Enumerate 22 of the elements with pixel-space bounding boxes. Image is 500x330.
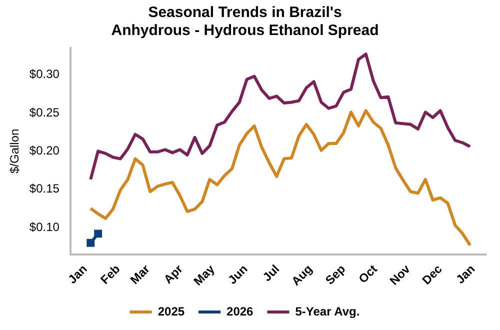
legend-label: 2026 [226, 304, 254, 318]
y-tick-label: $0.30 [29, 67, 60, 82]
y-tick-label: $0.20 [29, 143, 60, 158]
x-tick-label: Dec [419, 262, 445, 288]
x-tick-label: Sep [322, 262, 348, 288]
chart-title: Seasonal Trends in Brazil's Anhydrous - Hydrous Ethanol Spread [111, 4, 379, 40]
x-tick-label: May [190, 262, 218, 288]
x-tick-label: Nov [386, 262, 414, 288]
x-tick-label: Jan [65, 262, 90, 286]
x-tick-label: Oct [356, 262, 380, 286]
x-tick-label: Apr [160, 262, 186, 286]
y-tick-label: $0.25 [29, 105, 60, 120]
legend-label: 2025 [158, 304, 185, 318]
y-axis-title: $/Gallon [8, 128, 22, 174]
x-tick-label: Mar [127, 262, 153, 287]
y-tick-label: $0.10 [29, 220, 60, 234]
x-tick-label: Jan [453, 262, 478, 286]
x-tick-label: Jul [260, 262, 282, 284]
legend-label: 5-Year Avg. [295, 304, 360, 318]
x-tick-label: Feb [98, 262, 123, 287]
x-tick-label: Jun [225, 262, 250, 287]
y-tick-label: $0.15 [29, 182, 60, 196]
